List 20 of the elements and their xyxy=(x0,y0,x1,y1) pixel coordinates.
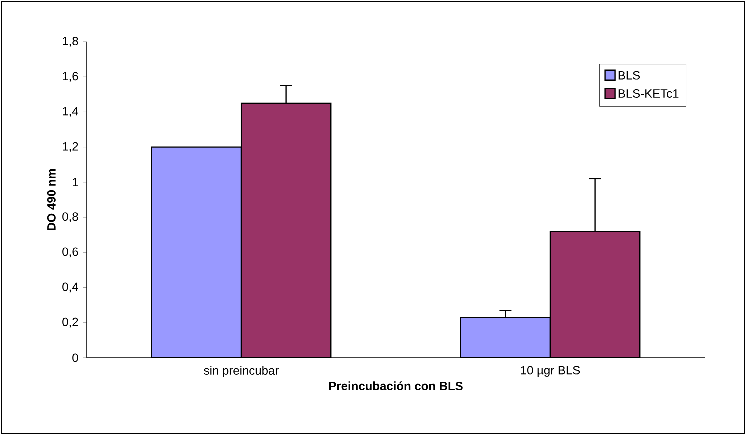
x-tick-label: 10 µgr BLS xyxy=(521,366,580,378)
y-tick-label: 0,6 xyxy=(62,248,78,258)
y-tick-label: 1,8 xyxy=(63,37,78,47)
y-tick-label: 0,4 xyxy=(62,282,78,293)
y-tick-label: 0,8 xyxy=(62,212,78,222)
y-tick-label: 0,2 xyxy=(62,318,78,328)
y-tick-label: 1,4 xyxy=(63,107,78,118)
y-tick-label: 0 xyxy=(72,354,78,362)
legend-label: BLS-KETc1 xyxy=(618,89,679,98)
y-tick-label: 1 xyxy=(73,178,78,187)
bar xyxy=(460,317,552,358)
bar xyxy=(550,230,641,358)
bar xyxy=(240,102,332,358)
legend-label: BLS xyxy=(618,71,640,80)
x-tick-label: sin preincubar xyxy=(204,366,279,378)
y-axis-title: DO 490 nm xyxy=(47,169,56,231)
bar xyxy=(151,146,242,358)
y-tick-label: 1,2 xyxy=(63,142,78,152)
y-tick-label: 1,6 xyxy=(63,72,78,82)
x-axis-title: Preincubación con BLS xyxy=(329,382,463,390)
